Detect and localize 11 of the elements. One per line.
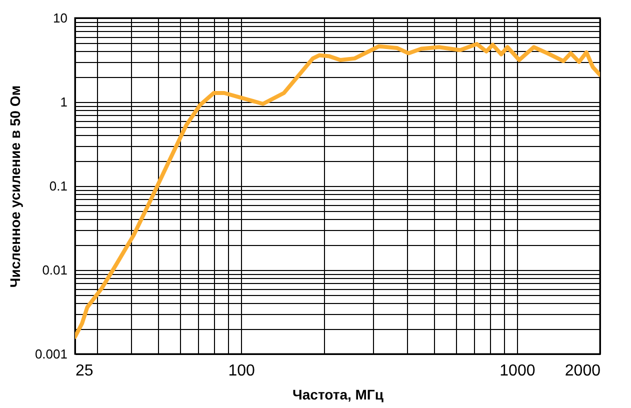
x-tick-label: 1000 — [500, 362, 536, 380]
y-tick-label: 1 — [60, 94, 68, 110]
y-tick-label: 10 — [53, 10, 68, 26]
y-tick-label: 0.1 — [49, 178, 68, 194]
x-tick-label: 25 — [76, 362, 94, 380]
x-axis-title: Частота, МГц — [292, 386, 384, 402]
x-tick-label: 2000 — [564, 362, 601, 380]
x-tick-label: 100 — [228, 362, 256, 380]
y-tick-label: 0.01 — [42, 262, 68, 278]
y-axis-title: Численное усиление в 50 Ом — [6, 85, 23, 288]
y-tick-label: 0.001 — [34, 346, 68, 362]
